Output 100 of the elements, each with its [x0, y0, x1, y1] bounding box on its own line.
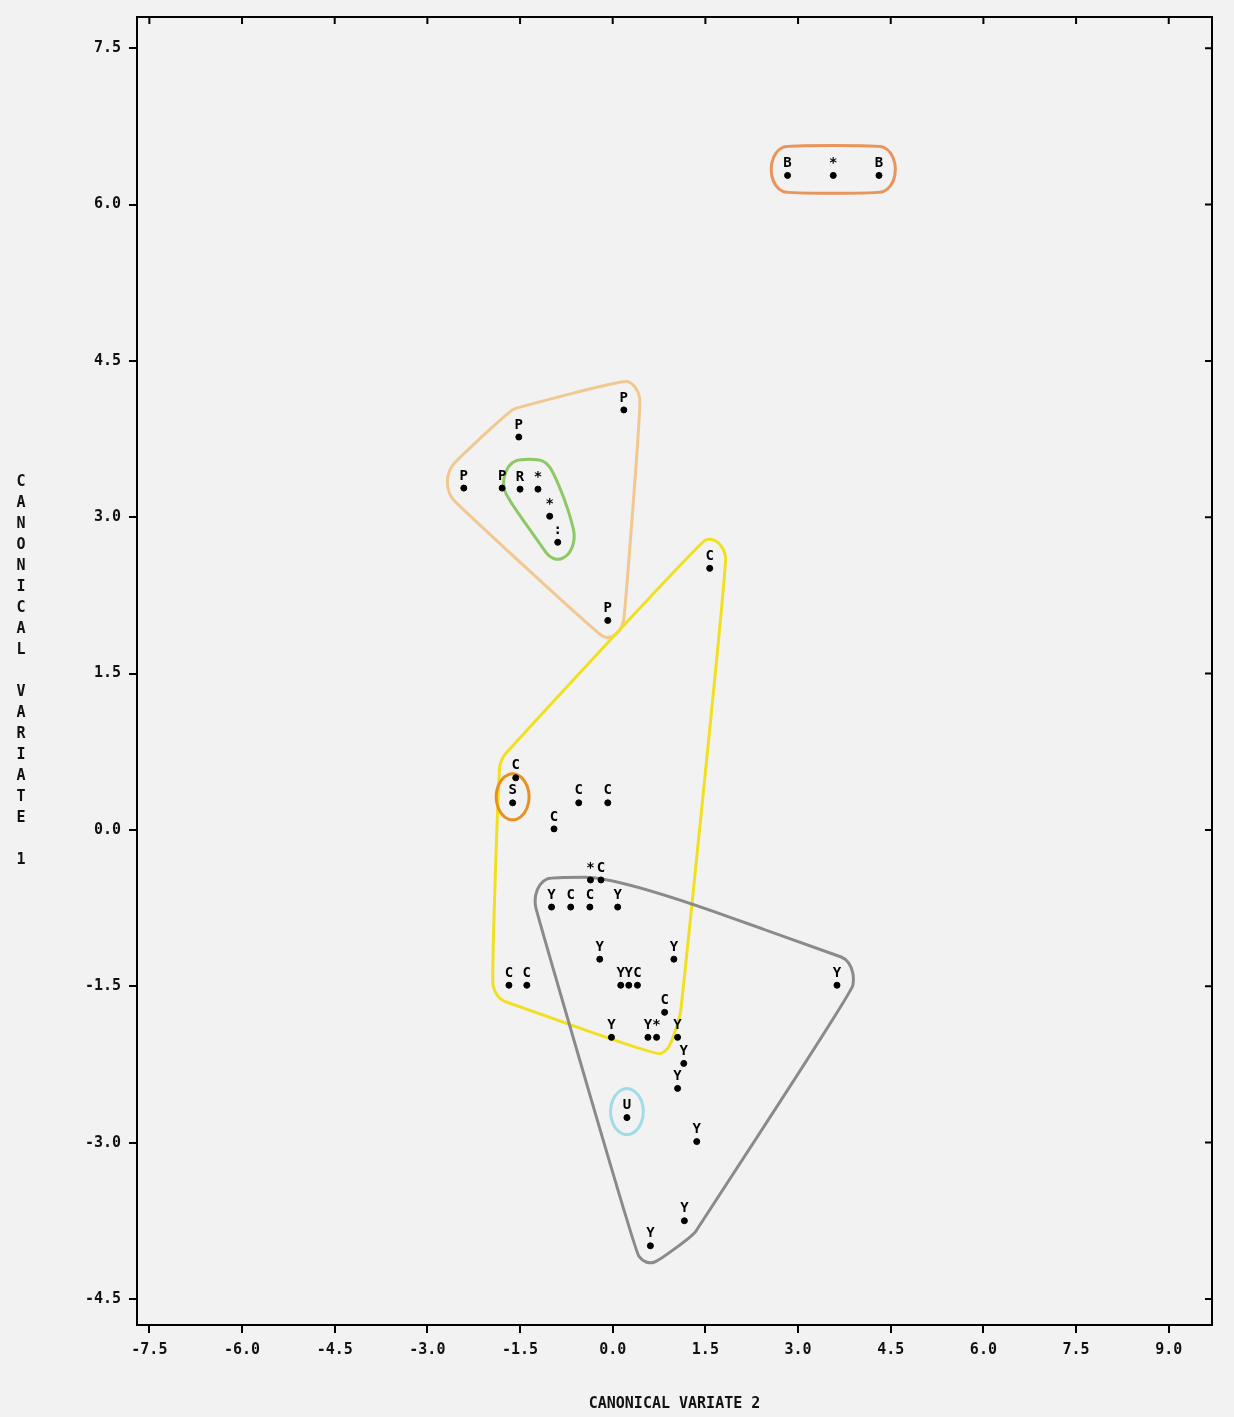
point	[505, 981, 513, 989]
text: C	[511, 756, 520, 773]
series-label: U	[622, 1096, 632, 1113]
text: C	[549, 807, 559, 824]
point	[523, 981, 531, 989]
text: Y	[595, 937, 604, 954]
point	[674, 1033, 682, 1041]
text: C	[504, 963, 514, 980]
point	[614, 903, 622, 911]
text: Y	[680, 1199, 689, 1216]
point	[784, 171, 792, 179]
point	[633, 981, 641, 989]
point	[680, 1059, 688, 1067]
point	[620, 406, 628, 414]
y-tick-label: -1.5	[84, 976, 121, 995]
point	[833, 981, 841, 989]
point	[567, 903, 575, 911]
text: B	[874, 154, 884, 171]
text: C	[633, 963, 642, 980]
point	[534, 485, 542, 493]
point	[596, 955, 604, 963]
point	[653, 1033, 661, 1041]
point	[680, 1217, 688, 1225]
text: Y	[832, 963, 842, 980]
text: C	[574, 781, 583, 798]
text: C	[705, 546, 714, 563]
y-tick-label: 1.5	[93, 663, 121, 682]
x-tick-label: 7.5	[1062, 1339, 1090, 1358]
point	[604, 799, 612, 807]
text: Y	[643, 1015, 653, 1032]
text: Y	[646, 1224, 655, 1241]
series-label: Y	[673, 1067, 683, 1084]
point	[512, 774, 520, 782]
x-tick-label: -4.5	[316, 1339, 353, 1358]
text: *	[652, 1015, 661, 1032]
text: Y	[624, 963, 633, 980]
point	[674, 1084, 682, 1092]
point	[607, 1033, 615, 1041]
point	[550, 825, 558, 833]
point	[604, 616, 612, 624]
series-label: B	[783, 154, 792, 171]
point	[597, 876, 605, 884]
x-tick-label: 6.0	[969, 1339, 997, 1358]
point	[554, 538, 562, 546]
point	[670, 955, 678, 963]
text: P	[603, 599, 612, 616]
x-tick-label: -6.0	[223, 1339, 261, 1358]
text: *	[545, 494, 554, 511]
text: Y	[679, 1042, 688, 1059]
point	[546, 512, 554, 520]
point	[509, 799, 517, 807]
point	[661, 1008, 669, 1016]
y-tick-label: 0.0	[93, 819, 121, 838]
point	[706, 564, 714, 572]
point	[498, 484, 506, 492]
point	[829, 171, 837, 179]
point	[646, 1242, 654, 1250]
text: P	[514, 415, 524, 432]
y-tick-label: 4.5	[93, 350, 121, 369]
series-label: C	[566, 885, 575, 902]
y-tick-label: -4.5	[84, 1288, 121, 1307]
x-tick-label: 9.0	[1155, 1339, 1183, 1358]
text: C	[660, 990, 669, 1007]
x-tick-label: 1.5	[691, 1339, 719, 1358]
point	[623, 1114, 631, 1122]
text: Y	[607, 1015, 616, 1032]
y-axis-title: CANONICAL VARIATE 1	[12, 471, 30, 871]
point	[625, 981, 633, 989]
text: *	[533, 467, 543, 484]
point	[617, 981, 625, 989]
point	[516, 485, 524, 493]
text: P	[619, 388, 629, 405]
x-tick-label: -3.0	[409, 1339, 446, 1358]
text: *	[829, 154, 838, 171]
text: C	[596, 858, 606, 875]
x-axis-title: CANONICAL VARIATE 2	[588, 1393, 761, 1412]
text: Y	[547, 885, 556, 902]
text: Y	[613, 885, 622, 902]
y-tick-label: 7.5	[93, 38, 121, 57]
series-label: :	[553, 520, 562, 537]
series-label: P	[459, 466, 469, 483]
point	[693, 1138, 701, 1146]
point	[548, 903, 556, 911]
point	[644, 1033, 652, 1041]
text: C	[522, 963, 532, 980]
point	[586, 903, 594, 911]
text: Y	[616, 963, 625, 980]
text: C	[603, 781, 612, 798]
y-tick-label: 6.0	[93, 194, 121, 213]
point	[460, 484, 468, 492]
point	[575, 799, 583, 807]
y-tick-label: -3.0	[84, 1132, 121, 1151]
series-label: *	[586, 858, 595, 875]
x-tick-label: 4.5	[877, 1339, 905, 1358]
text: C	[585, 885, 595, 902]
x-tick-label: 3.0	[784, 1339, 812, 1358]
text: Y	[669, 937, 679, 954]
series-label: R	[515, 467, 525, 484]
x-tick-label: 0.0	[599, 1339, 627, 1358]
point	[875, 171, 883, 179]
